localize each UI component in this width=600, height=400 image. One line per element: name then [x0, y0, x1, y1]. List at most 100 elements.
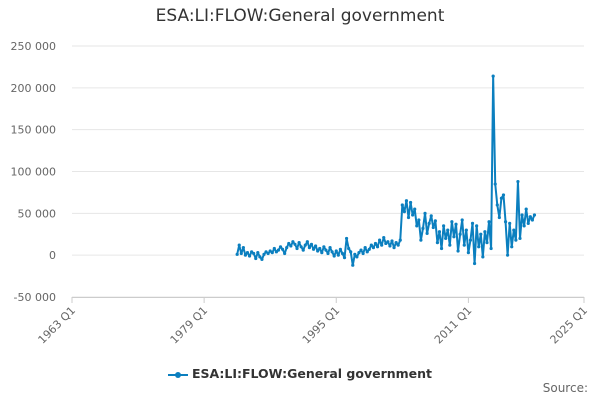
data-point[interactable]: [495, 203, 499, 207]
data-point[interactable]: [369, 243, 373, 247]
data-point[interactable]: [237, 243, 241, 247]
data-point[interactable]: [285, 246, 289, 250]
data-point[interactable]: [243, 253, 248, 257]
data-point[interactable]: [406, 215, 411, 220]
data-point[interactable]: [466, 251, 470, 255]
data-point[interactable]: [256, 251, 260, 255]
data-point[interactable]: [460, 218, 464, 222]
data-point[interactable]: [446, 228, 450, 232]
data-point[interactable]: [402, 210, 406, 214]
data-point[interactable]: [437, 230, 442, 234]
data-point[interactable]: [522, 224, 526, 228]
data-point[interactable]: [439, 246, 444, 251]
data-point[interactable]: [359, 248, 363, 252]
data-point[interactable]: [330, 250, 334, 254]
data-point[interactable]: [444, 236, 448, 241]
data-point[interactable]: [483, 230, 487, 234]
data-point[interactable]: [415, 224, 419, 228]
data-point[interactable]: [514, 238, 518, 242]
data-point[interactable]: [429, 214, 433, 218]
data-point[interactable]: [287, 241, 291, 246]
data-point[interactable]: [326, 251, 330, 256]
data-point[interactable]: [324, 248, 328, 252]
data-point[interactable]: [322, 245, 326, 249]
data-point[interactable]: [487, 220, 491, 224]
data-point[interactable]: [475, 224, 479, 228]
data-point[interactable]: [526, 221, 530, 225]
data-point[interactable]: [283, 251, 287, 256]
data-point[interactable]: [365, 250, 369, 254]
data-point[interactable]: [497, 215, 501, 220]
data-point[interactable]: [524, 207, 528, 211]
data-point[interactable]: [472, 261, 477, 266]
data-point[interactable]: [340, 251, 345, 256]
data-point[interactable]: [247, 254, 252, 258]
data-point[interactable]: [479, 232, 483, 236]
data-point[interactable]: [260, 257, 264, 261]
data-point[interactable]: [336, 253, 340, 257]
data-point[interactable]: [375, 245, 380, 249]
data-point[interactable]: [468, 238, 473, 242]
data-point[interactable]: [318, 246, 322, 251]
data-point[interactable]: [258, 255, 262, 259]
data-point[interactable]: [423, 211, 427, 215]
data-point[interactable]: [311, 247, 316, 251]
data-point[interactable]: [394, 241, 398, 245]
data-point[interactable]: [239, 251, 243, 256]
data-point[interactable]: [347, 246, 351, 251]
data-point[interactable]: [404, 199, 409, 203]
data-point[interactable]: [235, 252, 239, 256]
data-point[interactable]: [252, 251, 256, 256]
data-point[interactable]: [241, 246, 245, 250]
data-point[interactable]: [344, 236, 349, 241]
data-point[interactable]: [278, 245, 283, 249]
data-point[interactable]: [367, 247, 371, 251]
data-point[interactable]: [293, 242, 297, 246]
data-point[interactable]: [435, 241, 440, 245]
data-point[interactable]: [272, 246, 276, 251]
data-point[interactable]: [355, 255, 359, 259]
data-point[interactable]: [254, 256, 258, 261]
data-point[interactable]: [431, 225, 435, 230]
data-point[interactable]: [512, 228, 516, 232]
data-point[interactable]: [464, 228, 468, 232]
data-point[interactable]: [396, 243, 400, 247]
data-point[interactable]: [452, 235, 456, 239]
data-point[interactable]: [295, 246, 299, 251]
data-point[interactable]: [448, 243, 452, 247]
data-point[interactable]: [262, 252, 266, 256]
data-point[interactable]: [349, 250, 353, 254]
data-point[interactable]: [489, 246, 493, 251]
data-point[interactable]: [316, 249, 320, 253]
data-point[interactable]: [332, 254, 336, 258]
data-point[interactable]: [266, 251, 270, 256]
data-point[interactable]: [291, 240, 295, 244]
data-point[interactable]: [503, 220, 508, 224]
data-point[interactable]: [301, 248, 305, 252]
data-point[interactable]: [357, 251, 361, 255]
data-point[interactable]: [382, 236, 386, 240]
data-point[interactable]: [417, 218, 421, 222]
data-point[interactable]: [516, 179, 520, 184]
data-point[interactable]: [392, 246, 396, 250]
data-point[interactable]: [532, 213, 537, 217]
data-point[interactable]: [411, 213, 415, 217]
data-point[interactable]: [270, 251, 274, 255]
data-point[interactable]: [303, 243, 307, 247]
data-point[interactable]: [499, 196, 504, 200]
data-point[interactable]: [462, 243, 466, 247]
data-point[interactable]: [328, 246, 332, 250]
legend-label[interactable]: ESA:LI:FLOW:General government: [191, 366, 433, 381]
data-point[interactable]: [458, 232, 462, 236]
data-point[interactable]: [528, 215, 532, 219]
data-point[interactable]: [506, 253, 510, 257]
data-point[interactable]: [314, 244, 318, 248]
data-point[interactable]: [491, 74, 495, 78]
data-point[interactable]: [320, 251, 324, 255]
data-point[interactable]: [520, 213, 524, 217]
data-point[interactable]: [450, 220, 454, 224]
data-point[interactable]: [433, 219, 437, 223]
data-point[interactable]: [510, 245, 514, 249]
data-point[interactable]: [518, 236, 522, 241]
data-point[interactable]: [297, 241, 301, 245]
